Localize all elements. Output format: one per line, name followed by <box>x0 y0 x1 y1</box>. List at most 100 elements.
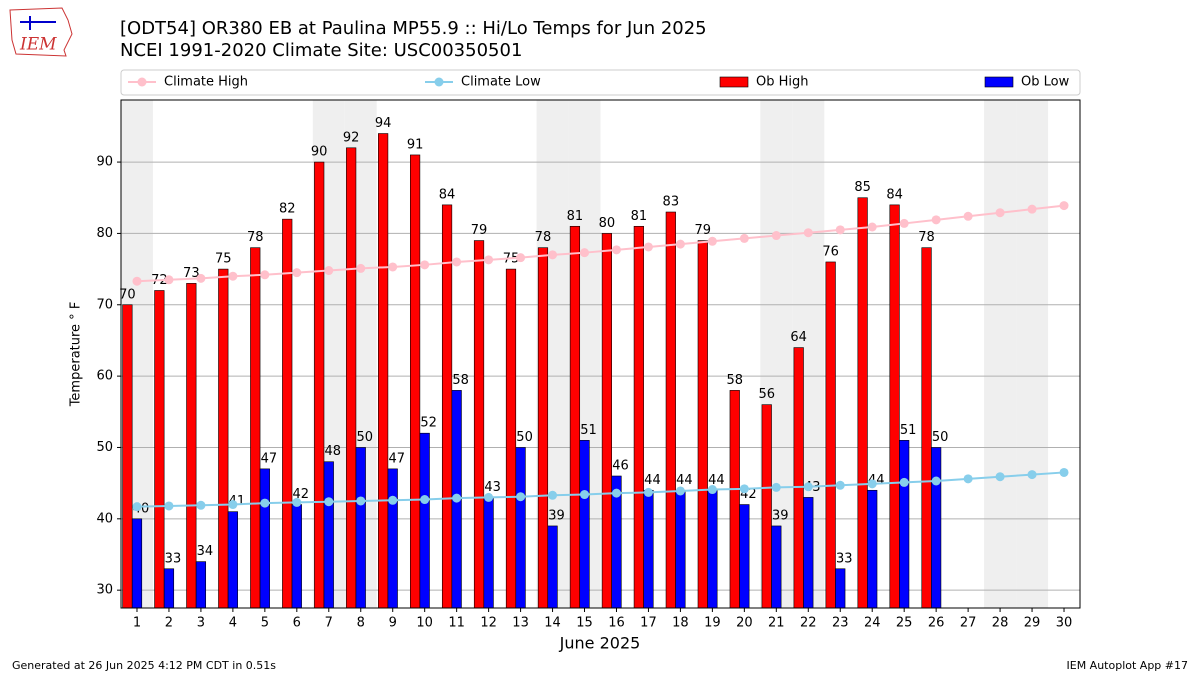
bar <box>250 247 261 609</box>
marker <box>643 242 653 252</box>
marker <box>324 266 334 276</box>
footer-right: IEM Autoplot App #17 <box>1067 659 1189 672</box>
value-label: 75 <box>215 252 232 267</box>
marker <box>260 270 270 280</box>
bar <box>697 240 708 609</box>
legend-label: Ob High <box>756 75 809 90</box>
bar <box>835 568 846 609</box>
value-label: 90 <box>311 145 328 160</box>
value-label: 81 <box>631 209 648 224</box>
bar <box>515 447 526 609</box>
marker <box>1059 201 1069 211</box>
bar <box>569 225 581 609</box>
marker <box>580 490 590 500</box>
marker <box>995 472 1005 482</box>
x-tick-label: 12 <box>480 616 497 631</box>
value-label: 82 <box>279 202 296 217</box>
marker <box>867 222 877 232</box>
bar <box>355 447 366 609</box>
value-label: 81 <box>567 209 584 224</box>
value-label: 50 <box>356 430 373 445</box>
marker <box>963 474 973 484</box>
x-tick-label: 5 <box>261 616 269 631</box>
marker <box>771 231 781 241</box>
marker <box>611 488 621 498</box>
marker <box>643 487 653 497</box>
bar <box>857 197 868 609</box>
x-tick-label: 30 <box>1056 616 1073 631</box>
value-label: 52 <box>420 416 437 431</box>
line <box>136 204 1065 283</box>
x-tick-label: 16 <box>608 616 625 631</box>
value-label: 47 <box>261 451 278 466</box>
x-tick-label: 24 <box>864 616 881 631</box>
x-tick-label: 4 <box>229 616 237 631</box>
value-label: 80 <box>599 216 616 231</box>
marker <box>324 497 334 507</box>
bar <box>378 133 389 609</box>
value-label: 73 <box>183 266 200 281</box>
bar <box>601 233 612 609</box>
marker <box>260 498 270 508</box>
marker <box>228 271 238 281</box>
bar <box>441 204 453 609</box>
legend-label: Climate High <box>164 75 248 90</box>
marker <box>899 218 909 228</box>
weekend-band <box>984 100 1017 608</box>
x-tick-label: 23 <box>832 616 849 631</box>
bar <box>579 440 590 609</box>
x-tick-label: 10 <box>416 616 433 631</box>
bar <box>218 268 229 609</box>
value-label: 44 <box>708 473 725 488</box>
x-tick-label: 9 <box>389 616 397 631</box>
bar <box>291 504 302 609</box>
x-tick-label: 7 <box>325 616 333 631</box>
marker <box>771 482 781 492</box>
x-tick-label: 20 <box>736 616 753 631</box>
value-label: 79 <box>695 223 712 238</box>
x-tick-label: 3 <box>197 616 205 631</box>
bar <box>761 404 772 609</box>
legend-marker <box>137 77 147 87</box>
value-label: 39 <box>772 508 789 523</box>
bar <box>163 568 175 609</box>
x-tick-label: 6 <box>293 616 301 631</box>
bar <box>409 154 421 609</box>
bar <box>771 525 782 609</box>
marker <box>516 492 526 502</box>
value-label: 50 <box>516 430 533 445</box>
marker <box>196 273 206 283</box>
value-label: 44 <box>676 473 693 488</box>
bar <box>547 525 558 609</box>
marker <box>1027 470 1037 480</box>
marker <box>931 476 941 486</box>
marker <box>899 477 909 487</box>
x-axis-label: June 2025 <box>559 634 641 653</box>
bar <box>867 489 878 609</box>
bar <box>282 218 293 609</box>
value-label: 76 <box>822 244 839 259</box>
marker <box>995 208 1005 218</box>
value-label: 58 <box>452 373 469 388</box>
marker <box>611 245 621 255</box>
y-tick-label: 50 <box>96 440 113 455</box>
footer-left: Generated at 26 Jun 2025 4:12 PM CDT in … <box>12 659 276 672</box>
legend-marker <box>434 77 444 87</box>
marker <box>963 211 973 221</box>
marker <box>580 248 590 258</box>
value-label: 51 <box>580 423 597 438</box>
value-label: 33 <box>836 551 853 566</box>
marker <box>548 250 558 260</box>
legend-label: Ob Low <box>1021 75 1070 90</box>
bar <box>793 347 804 609</box>
x-tick-label: 8 <box>357 616 365 631</box>
line <box>136 471 1065 508</box>
value-label: 56 <box>758 387 775 402</box>
value-label: 78 <box>535 230 552 245</box>
x-tick-label: 25 <box>896 616 913 631</box>
marker <box>675 486 685 496</box>
value-label: 64 <box>790 330 807 345</box>
bar <box>505 268 517 609</box>
marker <box>516 253 526 263</box>
